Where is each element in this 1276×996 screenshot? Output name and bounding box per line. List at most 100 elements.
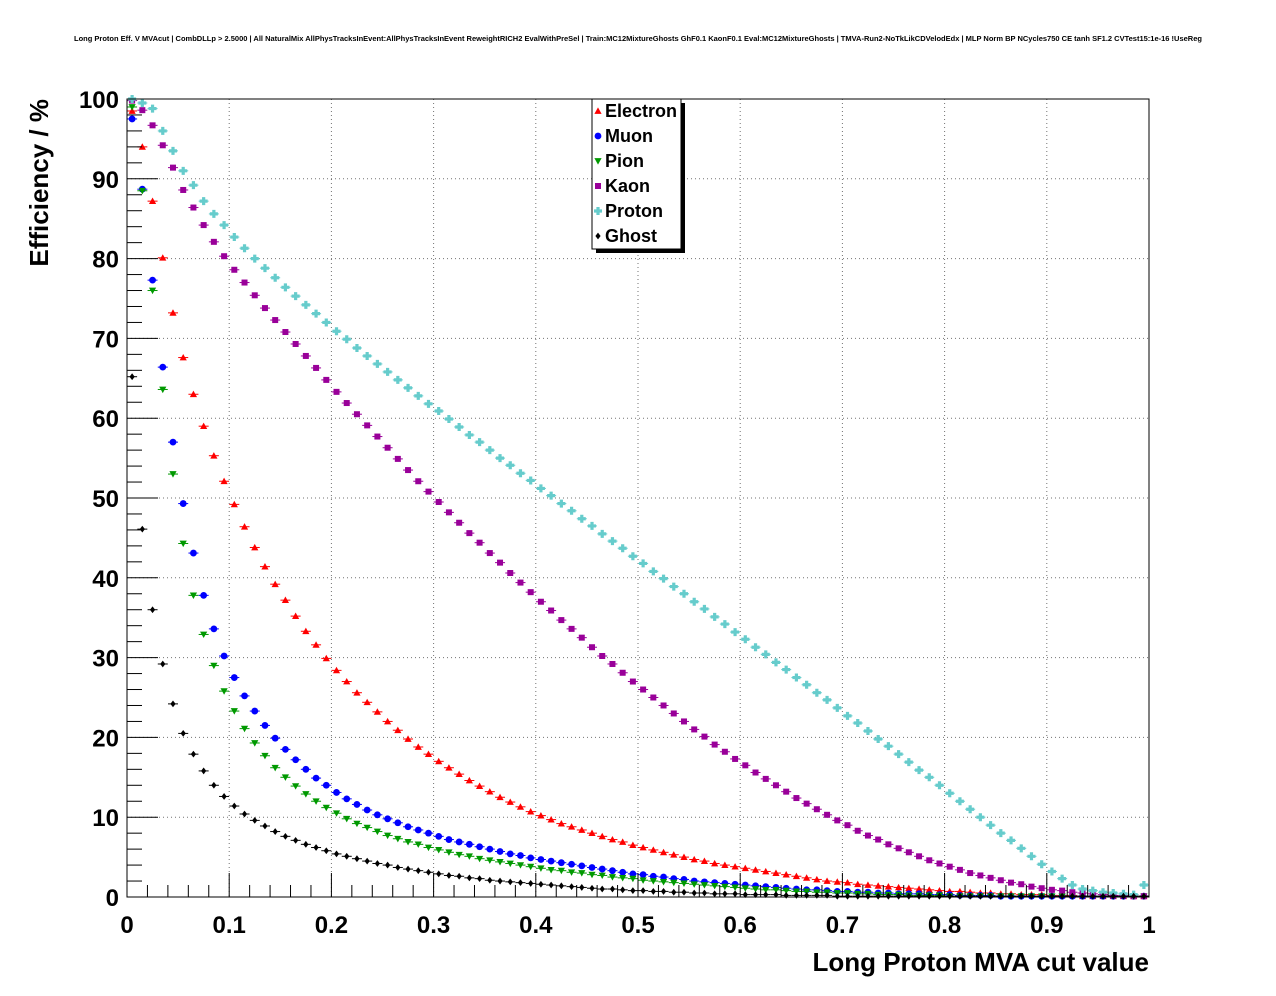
proton-point [547, 491, 556, 500]
pion-point [281, 774, 290, 781]
ghost-point [415, 867, 421, 875]
pion-point [751, 886, 760, 893]
ghost-point [293, 836, 299, 844]
ghost-point [844, 892, 851, 900]
muon-point [506, 850, 514, 858]
proton-point [608, 537, 617, 546]
kaon-point [313, 364, 320, 371]
ghost-point [241, 810, 248, 818]
electron-point [823, 877, 831, 884]
pion-point [200, 631, 208, 639]
pion-point [649, 878, 657, 885]
proton-point [782, 665, 791, 674]
ghost-point [1131, 892, 1137, 900]
proton-point [240, 244, 249, 253]
y-tick-label: 80 [92, 247, 119, 274]
proton-point [465, 430, 474, 439]
proton-point [475, 438, 484, 447]
kaon-point [292, 340, 299, 347]
ghost-point [671, 888, 677, 896]
ghost-point [763, 891, 769, 899]
proton-point [710, 612, 719, 621]
proton-point [1017, 844, 1026, 853]
proton-point [199, 197, 208, 206]
y-tick-label: 90 [92, 167, 119, 194]
proton-point [434, 407, 443, 416]
kaon-point [640, 686, 647, 693]
proton-point [148, 104, 157, 113]
proton-point [935, 781, 944, 790]
ghost-point [1141, 892, 1147, 900]
pion-point [271, 764, 279, 772]
proton-point [363, 351, 372, 360]
electron-point [200, 422, 208, 430]
proton-point [659, 574, 668, 583]
electron-point [414, 743, 422, 750]
pion-point [598, 872, 606, 880]
muon-point [609, 867, 616, 875]
legend-label-ghost: Ghost [605, 226, 657, 246]
pion-point [629, 875, 637, 883]
ghost-point [609, 885, 616, 893]
x-tick-label: 0.1 [213, 912, 246, 939]
proton-point [209, 209, 218, 218]
electron-point [138, 143, 146, 150]
pion-point [179, 540, 187, 548]
proton-point [628, 552, 637, 561]
electron-point [547, 815, 555, 823]
proton-point [281, 283, 290, 292]
electron-point [384, 717, 392, 725]
muon-point [476, 843, 483, 851]
ghost-point [129, 373, 135, 381]
pion-point [240, 725, 249, 733]
proton-point [1139, 881, 1148, 890]
ghost-point [936, 892, 943, 900]
proton-point [414, 391, 423, 400]
muon-point [649, 872, 657, 880]
proton-point [996, 829, 1005, 838]
ghost-point [538, 880, 544, 888]
proton-point [843, 711, 852, 720]
proton-point [679, 589, 688, 598]
electron-point [527, 808, 535, 815]
legend-marker-proton [594, 207, 603, 215]
muon-point [210, 625, 218, 633]
y-tick-label: 50 [92, 486, 119, 513]
muon-point [159, 363, 167, 371]
ghost-point [323, 847, 329, 855]
pion-point [475, 855, 484, 863]
ghost-point [579, 884, 585, 891]
electron-point [578, 826, 586, 833]
kaon-point [813, 806, 820, 813]
muon-point [251, 707, 259, 715]
electron-point [905, 884, 913, 892]
electron-point [486, 788, 494, 795]
ghost-point [221, 793, 227, 800]
ghost-point [660, 888, 667, 895]
kaon-point [967, 870, 974, 877]
muon-point [425, 829, 432, 837]
y-tick-label: 30 [92, 646, 119, 673]
ghost-point [395, 864, 401, 871]
kaon-point [323, 376, 330, 383]
kaon-point [364, 422, 371, 429]
electron-point [148, 197, 157, 205]
electron-point [619, 838, 627, 845]
pion-point [414, 841, 422, 848]
kaon-point [415, 478, 422, 485]
electron-point [700, 857, 709, 864]
series-proton [127, 95, 1149, 899]
kaon-point [711, 741, 718, 748]
pion-point [741, 885, 749, 892]
proton-point [976, 813, 985, 822]
electron-point [404, 735, 412, 742]
proton-point [250, 254, 259, 263]
kaon-point [169, 164, 176, 171]
proton-point [322, 318, 331, 327]
kaon-point [987, 874, 994, 881]
proton-point [567, 506, 576, 515]
ghost-point [231, 802, 237, 810]
electron-point [220, 477, 228, 485]
muon-point [455, 838, 463, 846]
ghost-point [1090, 892, 1096, 900]
